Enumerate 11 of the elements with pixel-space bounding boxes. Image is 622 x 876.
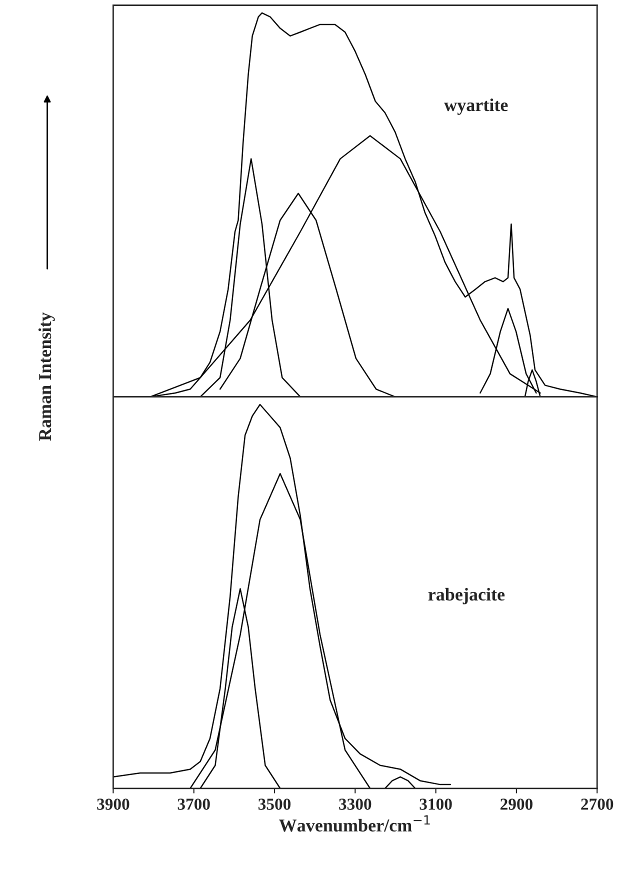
x-tick-label: 3300 xyxy=(339,798,372,810)
x-tick-label: 3500 xyxy=(258,798,291,810)
x-tick-label: 3100 xyxy=(420,798,452,810)
y-axis-title: Raman Intensity xyxy=(38,312,55,441)
x-tick-label: 3900 xyxy=(97,798,130,810)
x-axis-title: Wavenumber/cm$^{−1}$ xyxy=(279,815,430,832)
annotation: wyartite xyxy=(444,98,508,115)
annotation: rabejacite xyxy=(428,588,505,604)
x-tick-label: 2700 xyxy=(581,798,614,810)
x-tick-label: 2900 xyxy=(500,798,532,810)
x-tick-label: 3700 xyxy=(178,798,210,810)
